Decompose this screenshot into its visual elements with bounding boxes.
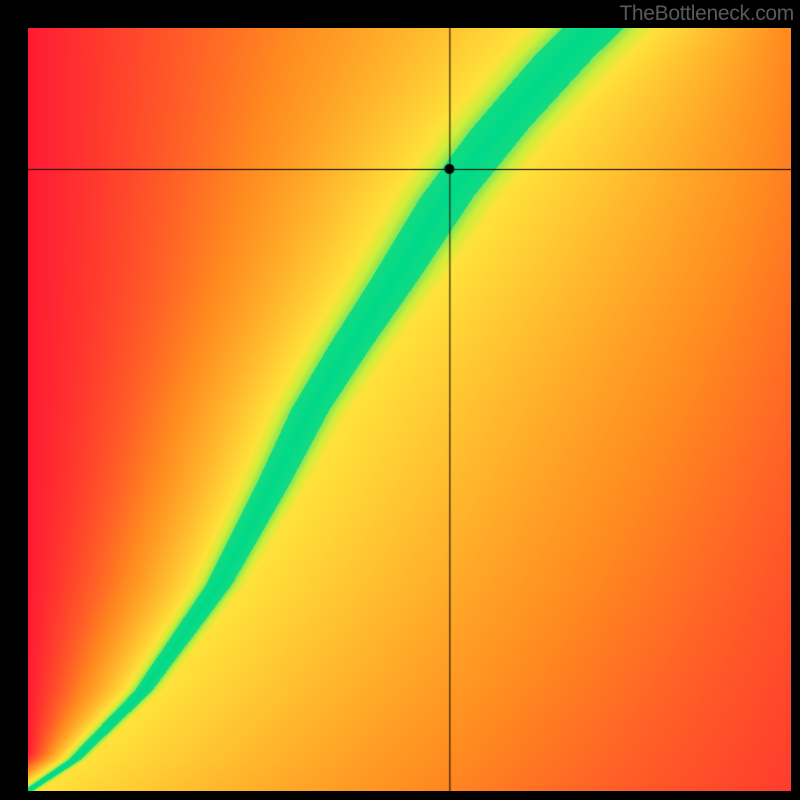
bottleneck-heatmap xyxy=(28,28,791,791)
watermark-text: TheBottleneck.com xyxy=(619,2,794,26)
chart-container: TheBottleneck.com xyxy=(0,0,800,800)
